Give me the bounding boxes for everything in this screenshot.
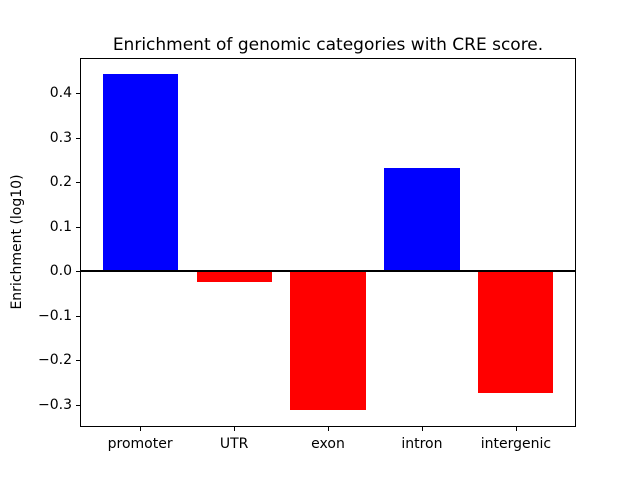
bar-promoter [102,74,178,272]
bar-exon [290,271,366,411]
plot-area [80,58,576,427]
y-tick-label: −0.3 [38,396,72,413]
y-tick-mark [76,137,80,139]
x-tick-label-intron: intron [401,436,443,452]
y-tick-mark [76,315,80,317]
y-tick-mark [76,404,80,406]
y-tick-label: 0.3 [49,129,72,146]
y-tick-label: 0.1 [49,218,72,235]
x-tick-mark [515,427,517,432]
y-tick-mark [76,93,80,95]
y-axis-label: Enrichment (log10) [9,174,25,310]
bar-UTR [196,271,272,283]
y-tick-mark [76,360,80,361]
x-tick-mark [234,427,236,432]
x-tick-mark [421,427,423,432]
bar-intergenic [478,271,554,394]
y-tick-mark [76,271,80,273]
y-tick-mark [76,226,80,228]
zero-line [80,270,576,273]
x-tick-label-exon: exon [311,436,345,452]
y-tick-label: 0.2 [49,174,72,191]
y-tick-mark [76,182,80,184]
x-tick-mark [328,427,329,432]
x-tick-mark [140,427,142,432]
x-tick-label-intergenic: intergenic [480,436,552,452]
y-tick-label: 0.0 [49,263,72,280]
chart-title: Enrichment of genomic categories with CR… [112,35,544,55]
y-tick-label: −0.1 [38,307,72,324]
y-tick-label: −0.2 [38,352,72,368]
x-tick-label-UTR: UTR [219,436,249,452]
bar-intron [384,167,460,272]
x-tick-label-promoter: promoter [107,436,173,452]
y-tick-label: 0.4 [49,85,72,102]
